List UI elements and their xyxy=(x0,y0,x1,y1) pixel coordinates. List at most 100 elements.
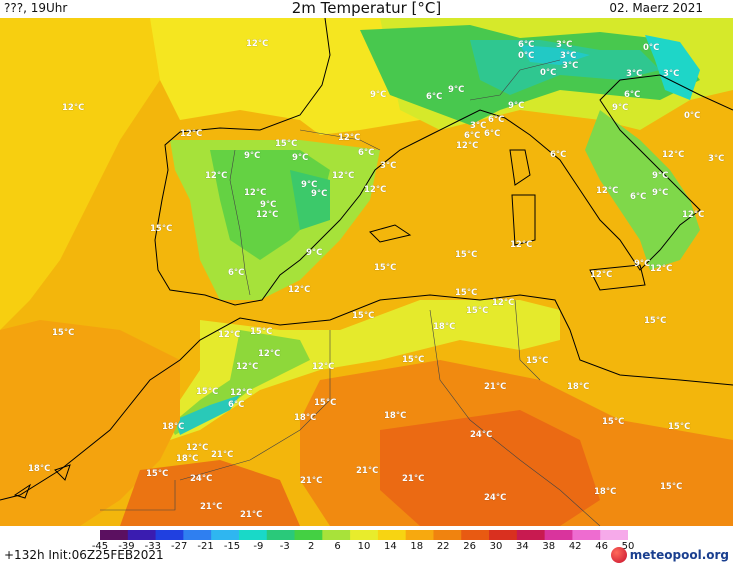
color-scale-segment xyxy=(433,530,461,540)
temp-label: 12°C xyxy=(186,443,208,453)
temp-label: 9°C xyxy=(292,153,308,163)
temp-label: 15°C xyxy=(455,288,477,298)
color-scale-tick-label: 2 xyxy=(308,541,314,552)
temp-label: 18°C xyxy=(294,413,316,423)
temp-label: 9°C xyxy=(260,200,276,210)
temp-label: 12°C xyxy=(246,39,268,49)
temp-label: 12°C xyxy=(596,186,618,196)
temp-label: 9°C xyxy=(370,90,386,100)
color-scale-segment xyxy=(545,530,573,540)
color-scale-segment xyxy=(350,530,378,540)
temp-label: 24°C xyxy=(190,474,212,484)
color-scale-ticks: -45 -39 -33 -27 -21 -15 -9 -3 2 6 10 14 18 22 26 30 34 38… xyxy=(100,541,628,553)
color-scale-tick-label: -27 xyxy=(171,541,187,552)
temp-label: 6°C xyxy=(426,92,442,102)
temp-label: 12°C xyxy=(682,210,704,220)
temp-label: 6°C xyxy=(358,148,374,158)
temp-label: 12°C xyxy=(205,171,227,181)
temp-label: 24°C xyxy=(484,493,506,503)
temp-label: 15°C xyxy=(150,224,172,234)
temp-label: 6°C xyxy=(624,90,640,100)
brand[interactable]: meteopool.org xyxy=(611,546,729,564)
color-scale-bar xyxy=(100,530,628,540)
footer-bar: -45 -39 -33 -27 -21 -15 -9 -3 2 6 10 14 18 22 26 30 34 38… xyxy=(0,526,733,566)
temp-label: 9°C xyxy=(612,103,628,113)
color-scale-segment xyxy=(295,530,323,540)
color-scale-segment xyxy=(461,530,489,540)
temp-label: 15°C xyxy=(275,139,297,149)
temp-label: 12°C xyxy=(244,188,266,198)
temp-label: 0°C xyxy=(540,68,556,78)
color-scale-segment xyxy=(600,530,628,540)
color-scale-segment xyxy=(128,530,156,540)
temp-label: 12°C xyxy=(364,185,386,195)
temp-label: 12°C xyxy=(288,285,310,295)
color-scale-tick-label: -9 xyxy=(253,541,263,552)
color-scale-segment xyxy=(517,530,545,540)
temp-label: 18°C xyxy=(176,454,198,464)
temp-label: 21°C xyxy=(402,474,424,484)
brand-logo-icon xyxy=(611,547,627,563)
color-scale-tick-label: -3 xyxy=(280,541,290,552)
temp-label: 3°C xyxy=(626,69,642,79)
temperature-map[interactable]: 12°C 12°C 12°C 9°C 6°C 9°C 6°C 3°C 0°C 3… xyxy=(0,18,733,526)
temp-label: 12°C xyxy=(236,362,258,372)
temp-label: 9°C xyxy=(311,189,327,199)
temp-label: 6°C xyxy=(550,150,566,160)
temp-label: 3°C xyxy=(380,161,396,171)
temp-label: 12°C xyxy=(218,330,240,340)
temp-label: 3°C xyxy=(562,61,578,71)
temp-label: 21°C xyxy=(484,382,506,392)
temperature-map-svg: 12°C 12°C 12°C 9°C 6°C 9°C 6°C 3°C 0°C 3… xyxy=(0,18,733,526)
temp-label: 3°C xyxy=(560,51,576,61)
temp-label: 15°C xyxy=(374,263,396,273)
temp-label: 12°C xyxy=(258,349,280,359)
temp-label: 21°C xyxy=(200,502,222,512)
color-scale-tick-label: 18 xyxy=(410,541,423,552)
temp-label: 15°C xyxy=(660,482,682,492)
temp-label: 15°C xyxy=(526,356,548,366)
forecast-date: 02. Maerz 2021 xyxy=(609,1,703,15)
color-scale-tick-label: 34 xyxy=(516,541,529,552)
brand-name: meteopool.org xyxy=(630,548,729,562)
temp-label: 18°C xyxy=(28,464,50,474)
temp-label: 12°C xyxy=(650,264,672,274)
temp-label: 6°C xyxy=(464,131,480,141)
temp-label: 12°C xyxy=(510,240,532,250)
temp-label: 18°C xyxy=(162,422,184,432)
color-scale-segment xyxy=(183,530,211,540)
color-scale-segment xyxy=(100,530,128,540)
color-scale-segments xyxy=(100,530,628,540)
color-scale-segment xyxy=(211,530,239,540)
color-scale-segment xyxy=(267,530,295,540)
color-scale-segment xyxy=(239,530,267,540)
temp-label: 9°C xyxy=(508,101,524,111)
temp-label: 18°C xyxy=(384,411,406,421)
temp-label: 9°C xyxy=(634,259,650,269)
color-scale-tick-label: 38 xyxy=(542,541,555,552)
header-bar: ???, 19Uhr 2m Temperatur [°C] 02. Maerz … xyxy=(0,0,733,18)
temp-label: 21°C xyxy=(211,450,233,460)
temp-label: 0°C xyxy=(643,43,659,53)
temp-label: 6°C xyxy=(228,400,244,410)
temp-label: 9°C xyxy=(244,151,260,161)
temp-label: 6°C xyxy=(228,268,244,278)
model-run-info: +132h Init:06Z25FEB2021 xyxy=(4,548,164,562)
temp-label: 24°C xyxy=(470,430,492,440)
temp-label: 15°C xyxy=(466,306,488,316)
temp-label: 15°C xyxy=(402,355,424,365)
temp-label: 15°C xyxy=(352,311,374,321)
temp-label: 15°C xyxy=(455,250,477,260)
color-scale-tick-label: 22 xyxy=(437,541,450,552)
temp-label: 12°C xyxy=(180,129,202,139)
temp-label: 6°C xyxy=(518,40,534,50)
color-scale-tick-label: 46 xyxy=(595,541,608,552)
temp-label: 9°C xyxy=(448,85,464,95)
temp-label: 18°C xyxy=(433,322,455,332)
temp-label: 15°C xyxy=(146,469,168,479)
temp-label: 0°C xyxy=(684,111,700,121)
temp-label: 3°C xyxy=(708,154,724,164)
temp-label: 21°C xyxy=(240,510,262,520)
temp-label: 3°C xyxy=(663,69,679,79)
temp-label: 12°C xyxy=(590,270,612,280)
